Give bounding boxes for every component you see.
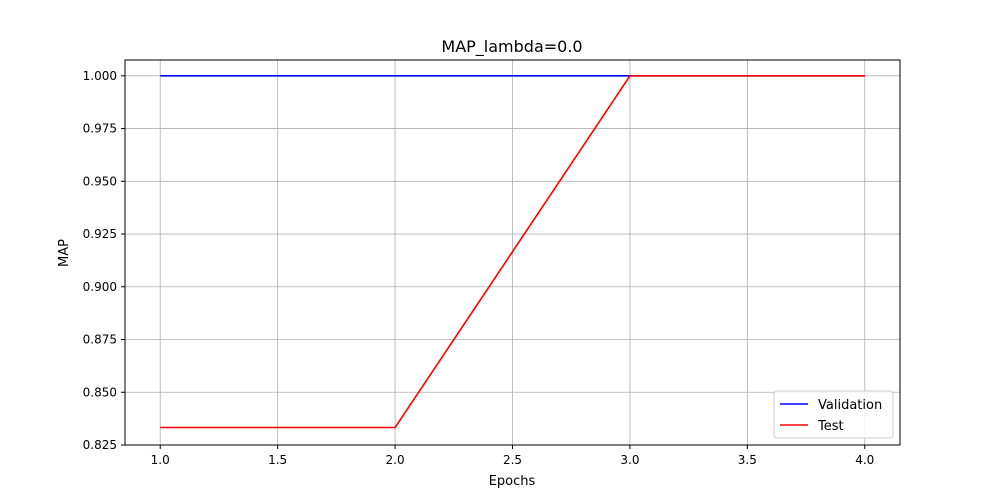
chart-title: MAP_lambda=0.0 xyxy=(441,37,582,57)
x-tick-label: 2.5 xyxy=(503,453,522,467)
y-tick-label: 0.925 xyxy=(83,227,117,241)
legend-label-test: Test xyxy=(817,419,844,434)
x-tick-label: 1.0 xyxy=(151,453,170,467)
x-tick-label: 3.0 xyxy=(620,453,639,467)
x-axis-ticks: 1.0 1.5 2.0 2.5 3.0 3.5 4.0 xyxy=(151,445,874,467)
series-lines xyxy=(160,75,865,429)
y-tick-label: 0.900 xyxy=(83,280,117,294)
y-tick-label: 0.825 xyxy=(83,438,117,452)
x-tick-label: 1.5 xyxy=(268,453,287,467)
y-axis-ticks: 0.825 0.850 0.875 0.900 0.925 0.950 0.975 1.000 xyxy=(83,69,125,452)
x-tick-label: 3.5 xyxy=(738,453,757,467)
y-tick-label: 0.875 xyxy=(83,333,117,347)
y-tick-label: 0.975 xyxy=(83,122,117,136)
x-axis-label: Epochs xyxy=(489,474,536,489)
legend-label-validation: Validation xyxy=(818,398,882,413)
y-tick-label: 0.950 xyxy=(83,174,117,188)
x-tick-label: 2.0 xyxy=(386,453,405,467)
legend-box xyxy=(773,390,894,439)
legend: Validation Test xyxy=(773,390,894,439)
y-axis-label: MAP xyxy=(57,239,72,267)
y-tick-label: 0.850 xyxy=(83,385,117,399)
series-line-test xyxy=(160,75,865,429)
grid xyxy=(125,60,900,446)
x-tick-label: 4.0 xyxy=(855,453,874,467)
y-tick-label: 1.000 xyxy=(83,69,117,83)
